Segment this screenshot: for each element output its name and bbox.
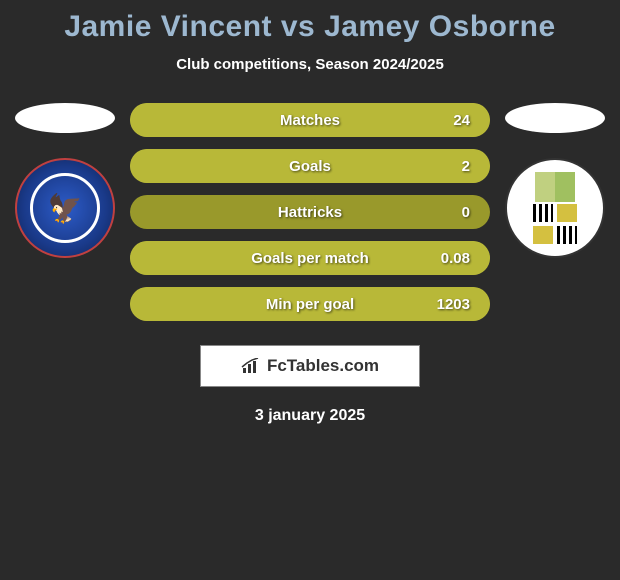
subtitle: Club competitions, Season 2024/2025 <box>0 56 620 73</box>
stat-row: Hattricks 0 <box>130 195 490 229</box>
club-crest-right <box>505 158 605 258</box>
player-left-column: 🦅 <box>10 103 120 258</box>
stat-label: Hattricks <box>278 204 342 221</box>
player-left-avatar-placeholder <box>15 103 115 133</box>
chart-icon <box>241 358 261 374</box>
shield-quarter <box>533 204 553 222</box>
page-title: Jamie Vincent vs Jamey Osborne <box>0 10 620 44</box>
stat-row: Matches 24 <box>130 103 490 137</box>
comparison-card: Jamie Vincent vs Jamey Osborne Club comp… <box>0 0 620 435</box>
stat-value: 0 <box>462 204 470 221</box>
stat-label: Min per goal <box>266 296 354 313</box>
stat-row: Goals per match 0.08 <box>130 241 490 275</box>
watermark[interactable]: FcTables.com <box>200 345 420 387</box>
stat-value: 0.08 <box>441 250 470 267</box>
player-right-column <box>500 103 610 258</box>
stat-label: Goals per match <box>251 250 369 267</box>
shield-quarter <box>533 226 553 244</box>
club-crest-left: 🦅 <box>15 158 115 258</box>
crest-right-tree-icon <box>535 172 575 202</box>
watermark-text: FcTables.com <box>267 356 379 376</box>
club-crest-left-inner: 🦅 <box>30 173 100 243</box>
shield-quarter <box>557 226 577 244</box>
stat-value: 2 <box>462 158 470 175</box>
main-row: 🦅 Matches 24 Goals 2 Hattricks 0 Goals per mat… <box>0 103 620 321</box>
date-label: 3 january 2025 <box>0 407 620 425</box>
stat-value: 24 <box>453 112 470 129</box>
stat-row: Min per goal 1203 <box>130 287 490 321</box>
crest-right-shield <box>533 204 577 244</box>
stat-label: Goals <box>289 158 331 175</box>
player-right-avatar-placeholder <box>505 103 605 133</box>
shield-quarter <box>557 204 577 222</box>
stat-label: Matches <box>280 112 340 129</box>
stat-row: Goals 2 <box>130 149 490 183</box>
stats-list: Matches 24 Goals 2 Hattricks 0 Goals per match… <box>130 103 490 321</box>
phoenix-icon: 🦅 <box>48 192 83 225</box>
stat-value: 1203 <box>437 296 470 313</box>
